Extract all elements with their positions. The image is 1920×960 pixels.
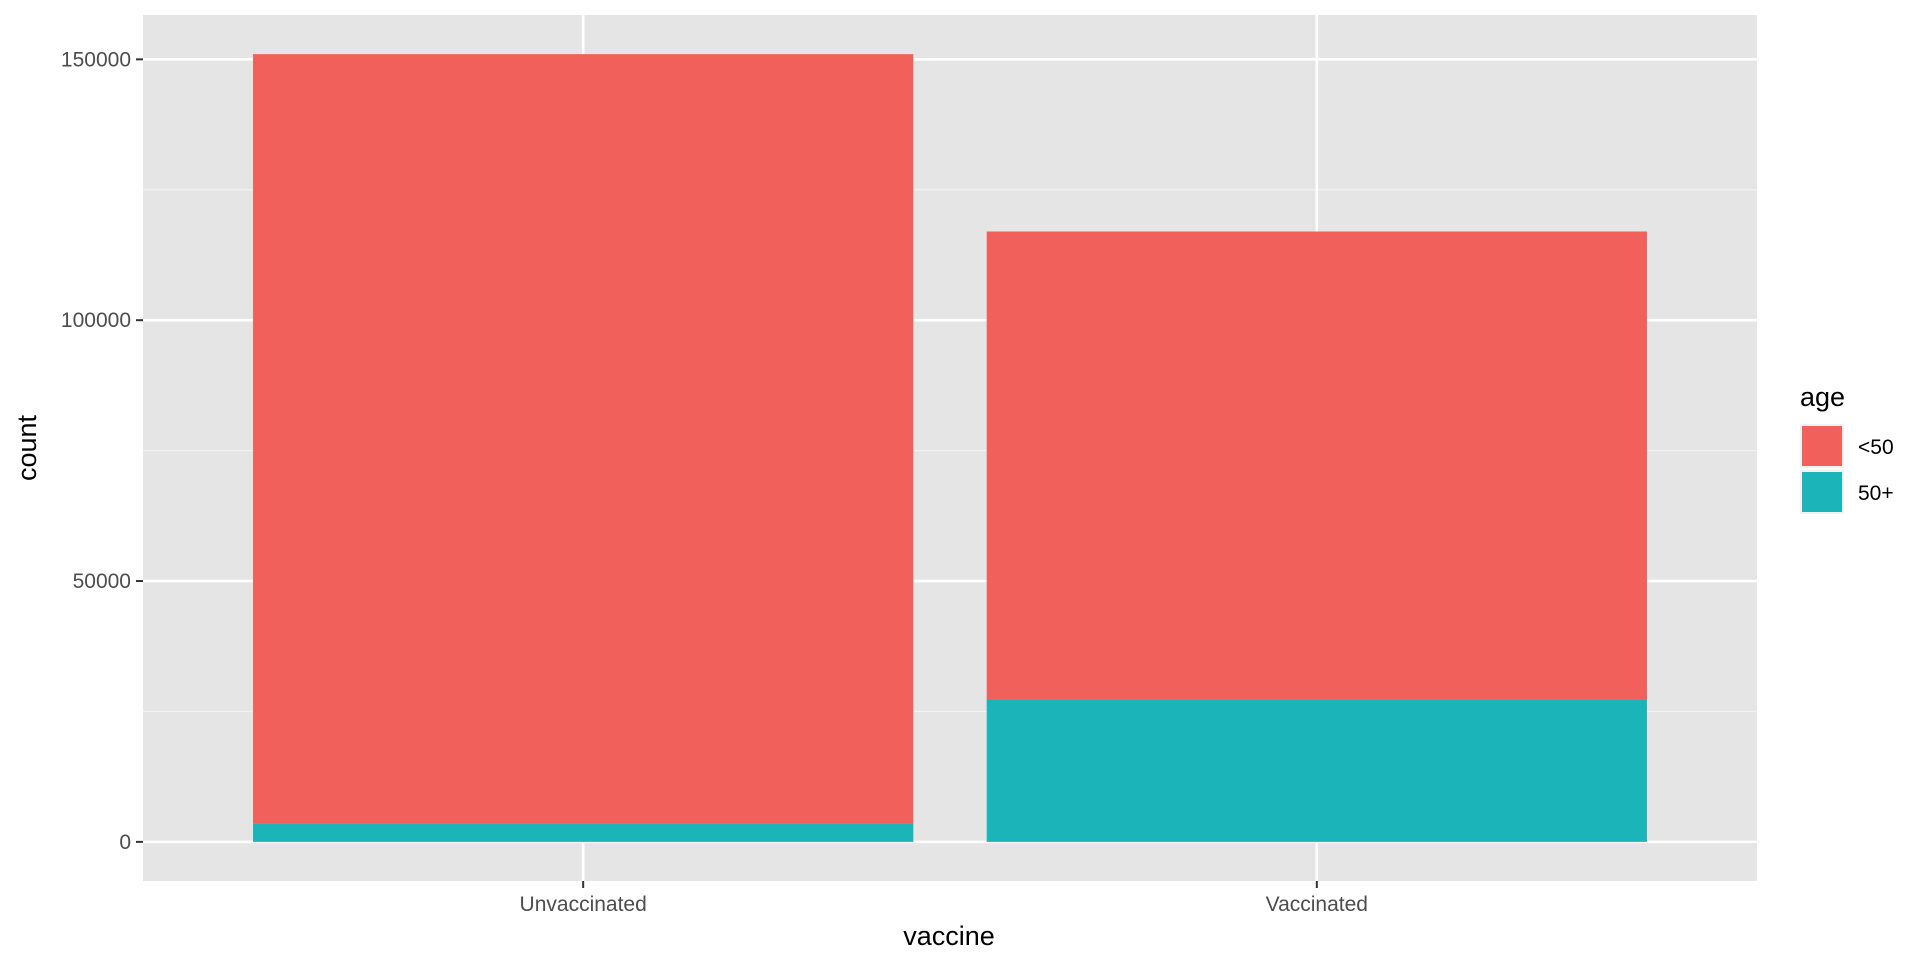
legend-swatch (1802, 472, 1842, 512)
legend-title: age (1800, 382, 1845, 412)
bars (253, 54, 1647, 842)
bar-segment (253, 54, 914, 824)
y-tick-label: 0 (119, 831, 131, 854)
y-tick-label: 100000 (61, 309, 131, 332)
x-tick-label: Unvaccinated (520, 893, 647, 916)
y-tick-label: 50000 (73, 570, 131, 593)
x-axis: Unvaccinated Vaccinated (520, 881, 1368, 916)
y-tick-label: 150000 (61, 48, 131, 71)
legend-label: 50+ (1858, 482, 1894, 505)
y-axis: 0 50000 100000 150000 (61, 48, 143, 854)
x-tick-label: Vaccinated (1266, 893, 1368, 916)
legend-swatch (1802, 426, 1842, 466)
legend-items: <50 50+ (1800, 424, 1894, 514)
legend: age <50 50+ (1800, 382, 1894, 514)
legend-label: <50 (1858, 436, 1894, 459)
bar-segment (986, 231, 1647, 700)
y-axis-title: count (12, 414, 42, 481)
x-axis-title: vaccine (903, 921, 995, 951)
bar-segment (253, 823, 914, 842)
bar-segment (986, 699, 1647, 842)
